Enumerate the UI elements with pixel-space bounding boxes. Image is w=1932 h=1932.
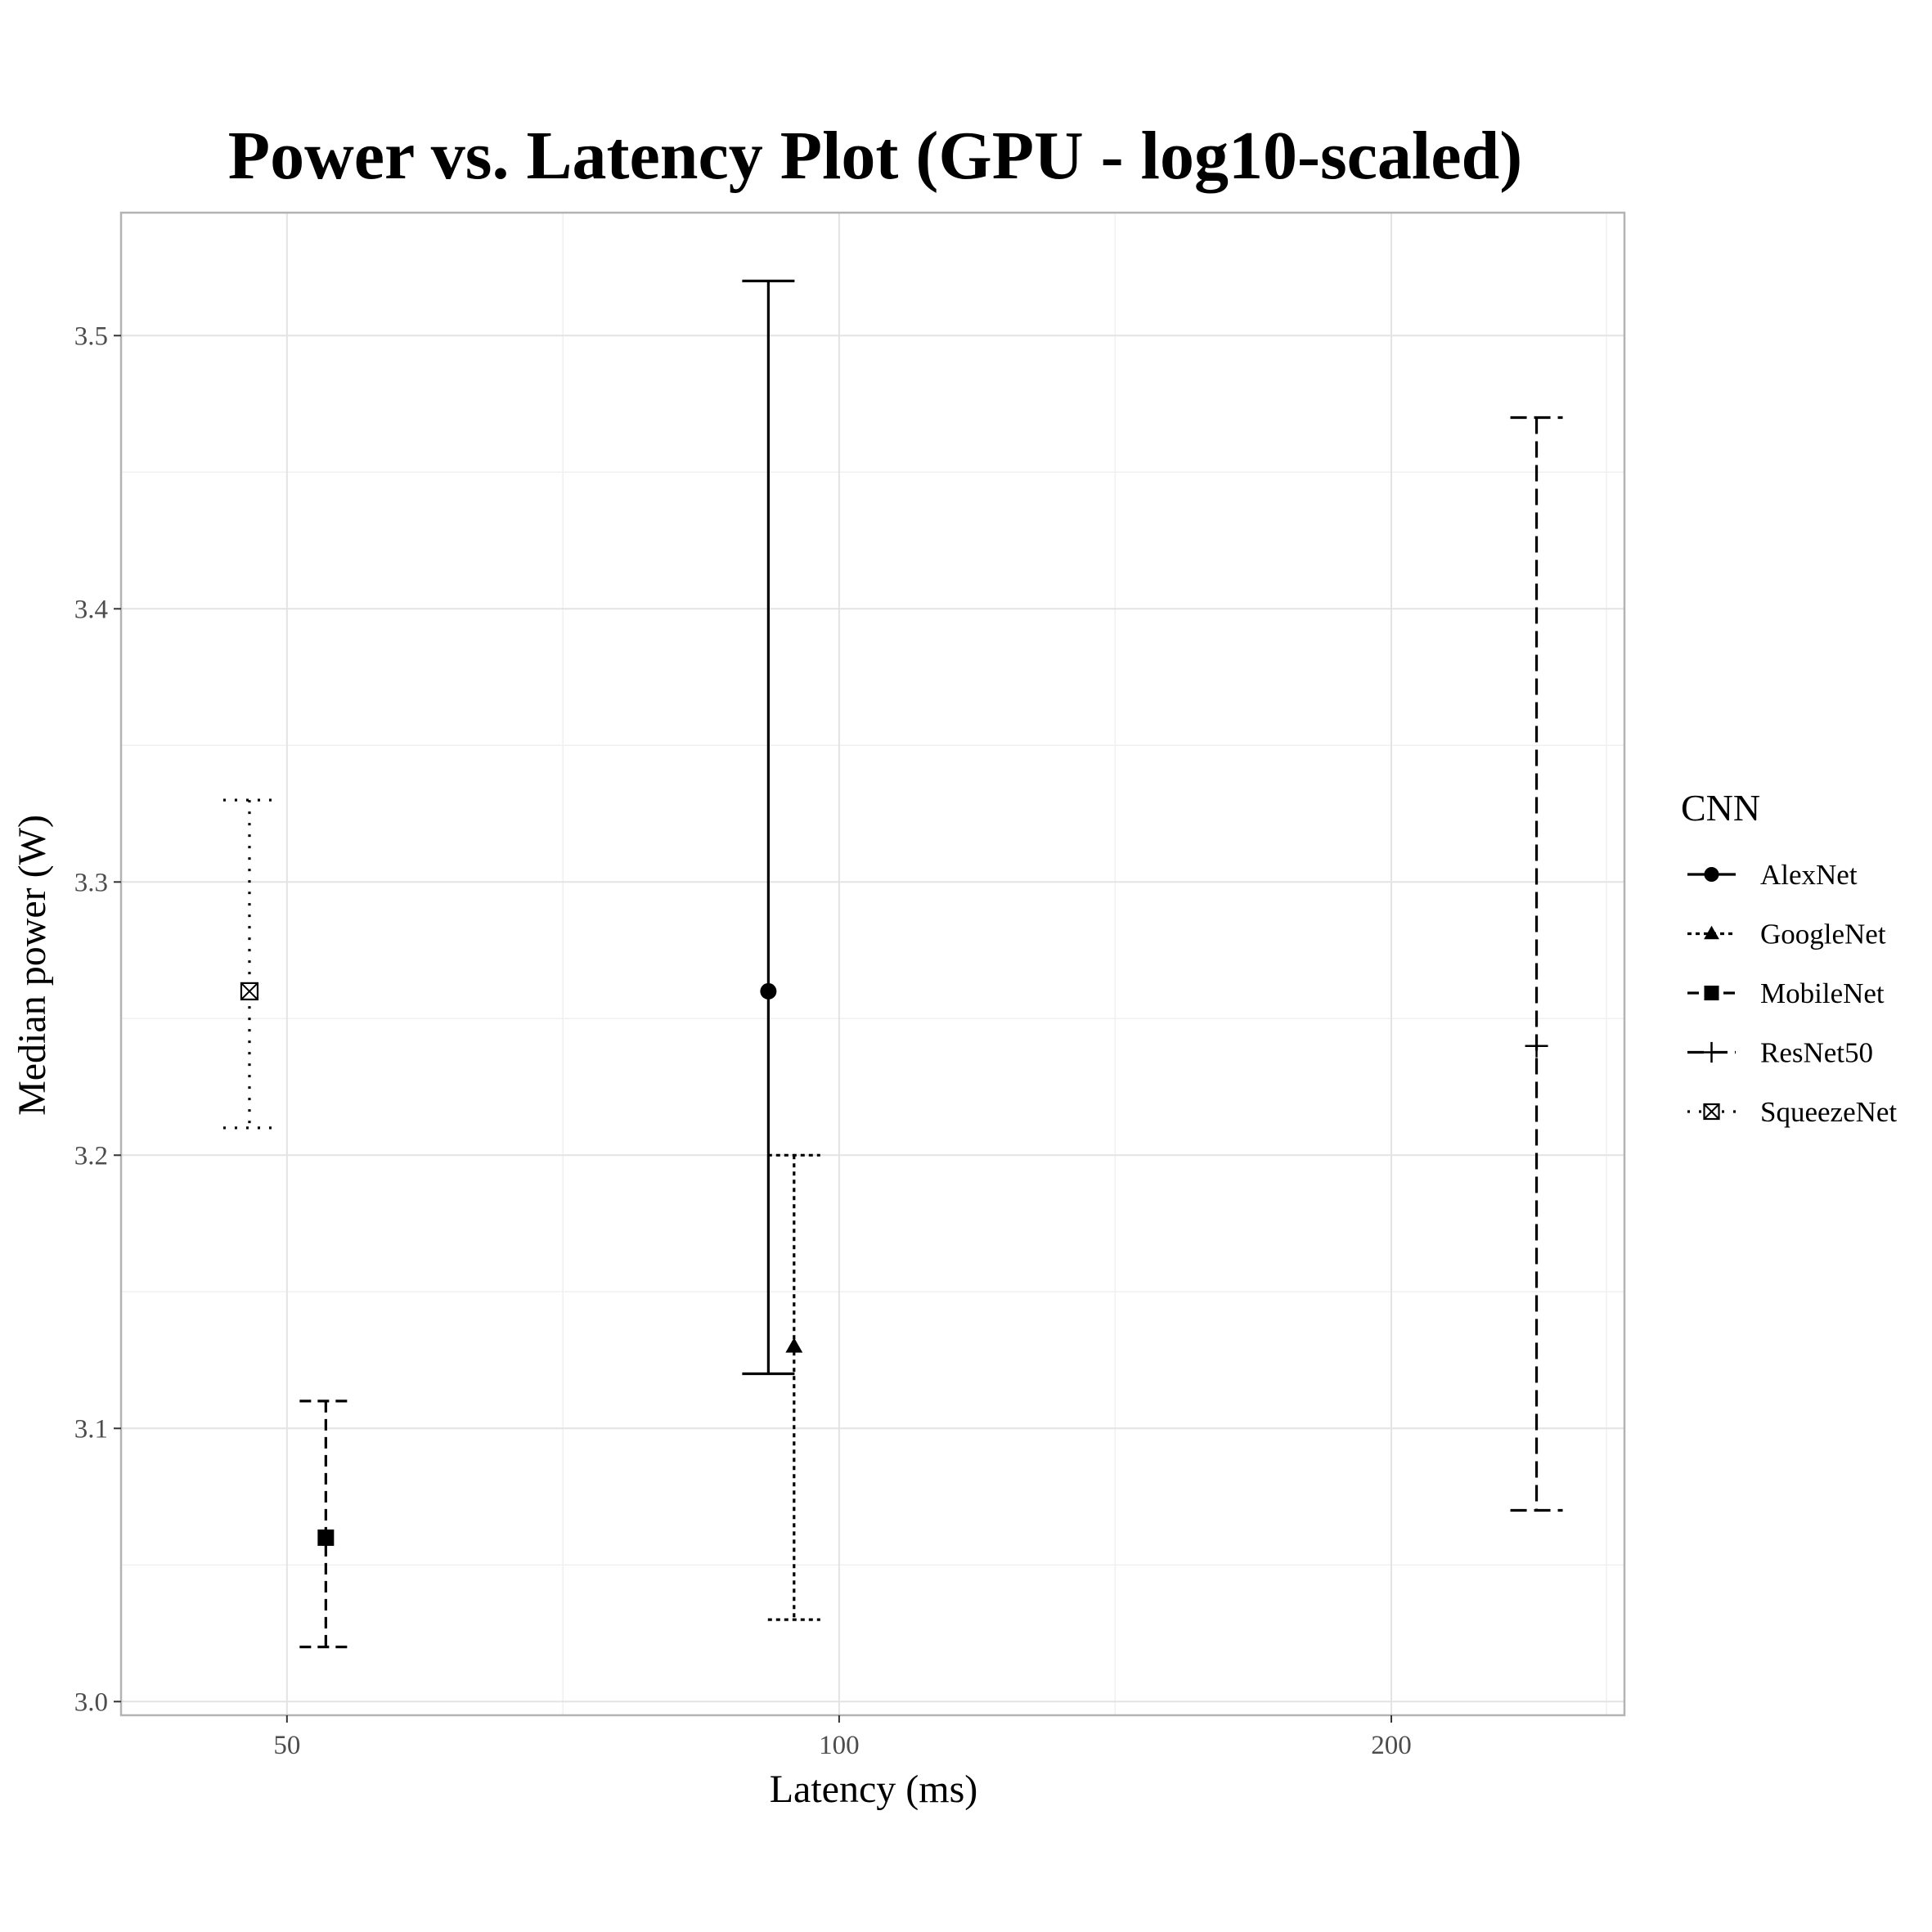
square-marker (1704, 986, 1719, 1000)
marker-triangle (785, 1337, 803, 1353)
marker-square (317, 1529, 335, 1546)
circle-marker (1704, 867, 1719, 882)
marker-plus (1701, 1041, 1723, 1063)
legend-label: ResNet50 (1760, 1037, 1873, 1069)
y-axis-ticks: 3.0 3.1 3.2 3.3 3.4 3.5 (74, 321, 121, 1717)
legend-item-resnet50: ResNet50 (1687, 1037, 1873, 1069)
legend-item-googlenet: GoogleNet (1687, 919, 1886, 950)
legend-label: GoogleNet (1760, 919, 1886, 950)
square-cross-marker-line (1703, 1103, 1720, 1120)
legend-label: AlexNet (1760, 859, 1858, 891)
grid-lines (121, 213, 1624, 1715)
legend-item-alexnet: AlexNet (1687, 859, 1858, 891)
square-marker (317, 1529, 335, 1546)
legend-label: SqueezeNet (1760, 1096, 1897, 1128)
x-axis-title: Latency (ms) (770, 1768, 978, 1811)
plot-panel-border (119, 211, 1626, 1717)
triangle-marker (785, 1337, 803, 1353)
errorbar-alexnet (742, 279, 795, 1376)
legend-item-mobilenet: MobileNet (1687, 977, 1885, 1009)
marker-plus (1525, 1034, 1548, 1058)
x-axis-ticks: 50 100 200 (273, 1715, 1412, 1760)
y-tick-label: 3.4 (74, 595, 108, 624)
x-tick-label: 50 (273, 1731, 300, 1760)
x-tick-label: 100 (819, 1731, 860, 1760)
error-bars (222, 279, 1563, 1649)
y-tick-label: 3.3 (74, 868, 108, 897)
y-tick-label: 3.1 (74, 1414, 108, 1444)
marker-square-cross (240, 982, 259, 1001)
chart-title: Power vs. Latency Plot (GPU - log10-scal… (228, 118, 1522, 194)
marker-circle (1704, 867, 1719, 882)
circle-marker (760, 982, 777, 1000)
triangle-marker (1704, 925, 1719, 940)
data-points (240, 982, 1548, 1546)
marker-triangle (1704, 925, 1719, 940)
square-cross-marker-line (240, 982, 258, 1000)
legend: CNN AlexNet GoogleNet MobileNet ResNet50 Squ… (1681, 787, 1897, 1128)
y-tick-label: 3.0 (74, 1687, 108, 1717)
legend-title: CNN (1681, 787, 1760, 829)
marker-circle (760, 982, 777, 1000)
y-tick-label: 3.5 (74, 321, 108, 351)
y-axis-title: Median power (W) (11, 815, 54, 1116)
marker-square-cross (1703, 1103, 1720, 1121)
errorbar-googlenet (767, 1153, 820, 1621)
legend-label: MobileNet (1760, 977, 1885, 1009)
legend-item-squeezenet: SqueezeNet (1687, 1096, 1897, 1128)
marker-square (1704, 986, 1719, 1000)
x-tick-label: 200 (1371, 1731, 1412, 1760)
errorbar-resnet50 (1510, 416, 1563, 1512)
y-tick-label: 3.2 (74, 1141, 108, 1170)
errorbar-mobilenet (299, 1400, 353, 1649)
